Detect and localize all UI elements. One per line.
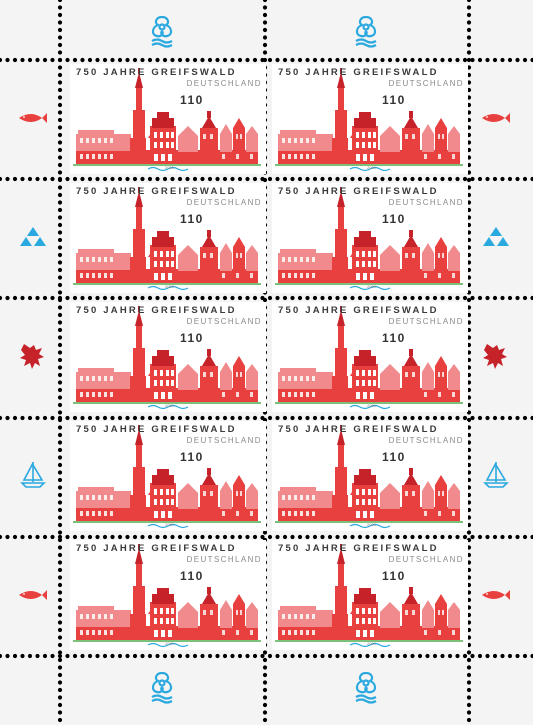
stamp-value: 110 [382,331,406,345]
stamp-title: 750 JAHRE GREIFSWALD [76,186,237,197]
stamp-year: 2000 [367,284,376,289]
city-seal-logo-icon [352,14,380,53]
town-hall-illustration [73,544,261,648]
stamp-country: DEUTSCHLAND [388,317,464,326]
red-fish-icon [481,588,511,607]
stamp-8: 750 JAHRE GREIFSWALD DEUTSCHLAND 110 200… [272,421,468,531]
stamp-country: DEUTSCHLAND [388,555,464,564]
town-hall-illustration [73,68,261,172]
stamp-value: 110 [180,212,204,226]
stamp-7: 750 JAHRE GREIFSWALD DEUTSCHLAND 110 200… [70,421,266,531]
stamp-1: 750 JAHRE GREIFSWALD DEUTSCHLAND 110 200… [70,64,266,174]
stamp-year: 2000 [165,522,174,527]
stamp-title: 750 JAHRE GREIFSWALD [76,67,237,78]
stamp-9: 750 JAHRE GREIFSWALD DEUTSCHLAND 110 200… [70,540,266,650]
city-seal-logo-icon [148,14,176,53]
stamp-country: DEUTSCHLAND [186,555,262,564]
stamp-3: 750 JAHRE GREIFSWALD DEUTSCHLAND 110 200… [70,183,266,293]
stamp-value: 110 [382,569,406,583]
stamp-6: 750 JAHRE GREIFSWALD DEUTSCHLAND 110 200… [272,302,468,412]
stamp-year: 2000 [165,403,174,408]
stamp-country: DEUTSCHLAND [186,317,262,326]
city-seal-logo-icon [148,670,176,709]
stamp-title: 750 JAHRE GREIFSWALD [278,305,439,316]
blue-triangles-icon [483,227,509,252]
stamp-title: 750 JAHRE GREIFSWALD [278,186,439,197]
stamp-value: 110 [180,331,204,345]
stamp-title: 750 JAHRE GREIFSWALD [76,424,237,435]
stamp-value: 110 [180,569,204,583]
blue-triangles-icon [20,227,46,252]
stamp-year: 2000 [165,165,174,170]
stamp-title: 750 JAHRE GREIFSWALD [278,424,439,435]
town-hall-illustration [275,544,463,648]
stamp-title: 750 JAHRE GREIFSWALD [76,543,237,554]
stamp-year: 2000 [367,641,376,646]
stamp-value: 110 [180,93,204,107]
red-fish-icon [18,588,48,607]
stamp-title: 750 JAHRE GREIFSWALD [278,543,439,554]
stamp-title: 750 JAHRE GREIFSWALD [278,67,439,78]
stamp-4: 750 JAHRE GREIFSWALD DEUTSCHLAND 110 200… [272,183,468,293]
stamp-country: DEUTSCHLAND [186,79,262,88]
town-hall-illustration [275,306,463,410]
town-hall-illustration [275,425,463,529]
stamp-value: 110 [382,212,406,226]
stamp-value: 110 [382,93,406,107]
stamp-10: 750 JAHRE GREIFSWALD DEUTSCHLAND 110 200… [272,540,468,650]
stamp-country: DEUTSCHLAND [186,436,262,445]
town-hall-illustration [73,425,261,529]
stamp-year: 2000 [367,165,376,170]
city-seal-logo-icon [352,670,380,709]
stamp-2: 750 JAHRE GREIFSWALD DEUTSCHLAND 110 200… [272,64,468,174]
stamp-value: 110 [382,450,406,464]
town-hall-illustration [275,187,463,291]
stamp-country: DEUTSCHLAND [388,436,464,445]
stamp-country: DEUTSCHLAND [186,198,262,207]
town-hall-illustration [275,68,463,172]
stamp-country: DEUTSCHLAND [388,198,464,207]
red-fish-icon [18,111,48,130]
stamp-5: 750 JAHRE GREIFSWALD DEUTSCHLAND 110 200… [70,302,266,412]
stamp-value: 110 [180,450,204,464]
town-hall-illustration [73,306,261,410]
red-griffin-icon [481,340,511,375]
stamp-year: 2000 [367,403,376,408]
stamp-year: 2000 [165,641,174,646]
town-hall-illustration [73,187,261,291]
stamp-year: 2000 [367,522,376,527]
stamp-country: DEUTSCHLAND [388,79,464,88]
sailboat-icon [20,460,46,495]
red-griffin-icon [18,340,48,375]
stamp-year: 2000 [165,284,174,289]
red-fish-icon [481,111,511,130]
stamp-title: 750 JAHRE GREIFSWALD [76,305,237,316]
sailboat-icon [483,460,509,495]
